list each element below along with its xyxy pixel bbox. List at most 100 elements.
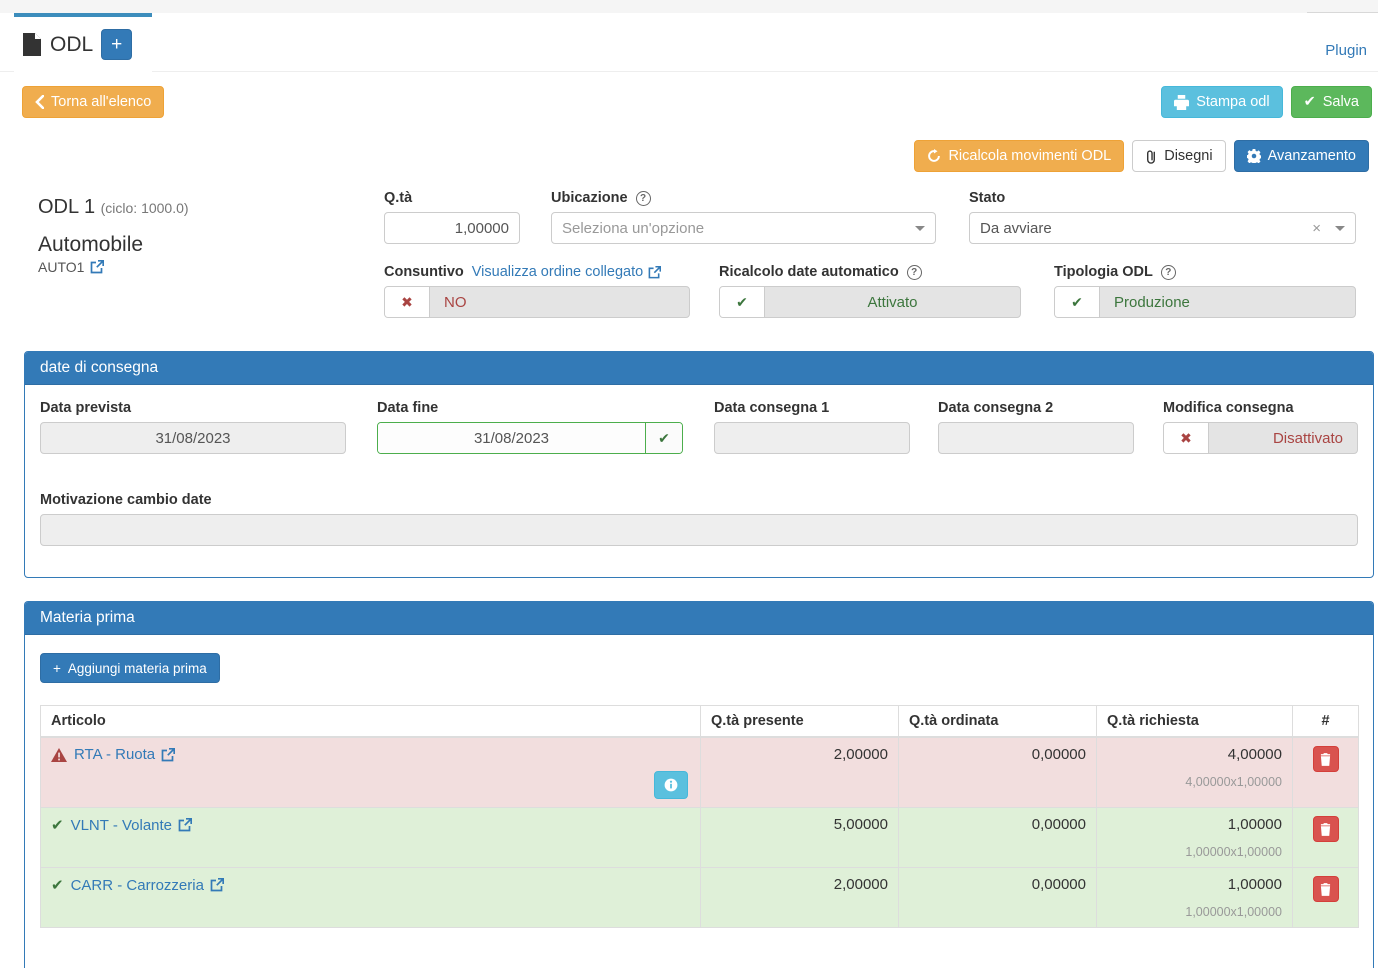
ubicazione-select[interactable]: Seleziona un'opzione [551, 212, 936, 244]
tipologia-label: Tipologia ODL [1054, 264, 1153, 280]
odl-form: ODL 1 (ciclo: 1000.0) Automobile AUTO1 Q… [0, 190, 1378, 337]
data-prevista-label: Data prevista [40, 400, 132, 416]
stato-select[interactable]: Da avviare × [969, 212, 1356, 244]
materia-prima-title: Materia prima [25, 602, 1373, 635]
ubicazione-label: Ubicazione [551, 190, 628, 206]
print-odl-button[interactable]: Stampa odl [1161, 86, 1283, 118]
help-icon: ? [906, 264, 922, 280]
article-label: VLNT - Volante [70, 816, 173, 834]
qta-presente-value: 2,00000 [833, 746, 888, 763]
recalc-movements-button[interactable]: Ricalcola movimenti ODL [914, 140, 1125, 172]
qta-label: Q.tà [384, 190, 413, 206]
delete-row-button[interactable] [1312, 816, 1339, 842]
save-label: Salva [1322, 94, 1359, 110]
check-icon: ✔ [1303, 94, 1316, 110]
field-stato: Stato Da avviare × [969, 190, 1356, 244]
back-to-list-button[interactable]: Torna all'elenco [22, 86, 165, 118]
data-consegna-2-label: Data consegna 2 [938, 400, 1054, 416]
help-icon: ? [635, 190, 651, 206]
delete-row-button[interactable] [1312, 746, 1339, 772]
help-icon: ? [1160, 264, 1176, 280]
tab-bar: ODL + Plugin [0, 13, 1378, 72]
modifica-consegna-label: Modifica consegna [1163, 400, 1294, 416]
gear-icon [1246, 149, 1261, 163]
table-header-row: Articolo Q.tà presente Q.tà ordinata Q.t… [40, 705, 1359, 738]
clear-icon[interactable]: × [1312, 219, 1321, 237]
article-label: CARR - Carrozzeria [70, 876, 204, 894]
tab-odl[interactable]: ODL + [14, 13, 152, 72]
back-to-list-label: Torna all'elenco [51, 94, 152, 110]
ricalcolo-label: Ricalcolo date automatico [719, 264, 899, 280]
data-fine-label: Data fine [377, 400, 439, 416]
field-data-consegna-2: Data consegna 2 [938, 400, 1134, 454]
progress-button[interactable]: Avanzamento [1233, 140, 1369, 172]
cross-icon: ✖ [385, 287, 430, 317]
qta-richiesta-detail: 1,00000x1,00000 [1185, 845, 1282, 859]
stato-value: Da avviare [980, 219, 1052, 237]
order-product: Automobile [38, 233, 144, 256]
add-materia-prima-label: Aggiungi materia prima [67, 660, 207, 676]
data-consegna-2-input[interactable] [938, 422, 1134, 454]
document-icon [22, 33, 42, 56]
article-label: RTA - Ruota [74, 746, 156, 763]
refresh-icon [927, 149, 941, 163]
article-link[interactable]: CARR - Carrozzeria [71, 877, 224, 894]
modifica-consegna-toggle[interactable]: ✖ Disattivato [1163, 422, 1358, 454]
toolbar-row-1: Torna all'elenco Stampa odl ✔ Salva [22, 86, 1372, 118]
field-data-fine: Data fine 31/08/2023 ✔ [377, 400, 683, 454]
qta-richiesta-detail: 4,00000x1,00000 [1185, 775, 1282, 789]
qta-ordinata-value: 0,00000 [1031, 746, 1086, 763]
field-modifica-consegna: Modifica consegna ✖ Disattivato [1163, 400, 1358, 454]
col-qta-richiesta: Q.tà richiesta [1096, 705, 1293, 738]
chevron-down-icon [915, 225, 925, 231]
article-link[interactable]: RTA - Ruota [74, 746, 176, 763]
data-fine-input[interactable]: 31/08/2023 ✔ [377, 422, 683, 454]
col-qta-presente: Q.tà presente [700, 705, 899, 738]
top-strip [0, 0, 1378, 13]
ricalcolo-state: Attivato [867, 293, 918, 311]
view-linked-order-label: Visualizza ordine collegato [471, 264, 644, 280]
external-link-icon [210, 878, 224, 892]
check-icon: ✔ [720, 287, 765, 317]
consuntivo-toggle[interactable]: ✖ NO [384, 286, 690, 318]
qta-presente-value: 5,00000 [833, 816, 888, 833]
ricalcolo-toggle[interactable]: ✔ Attivato [719, 286, 1021, 318]
modifica-consegna-state: Disattivato [1272, 429, 1343, 447]
view-linked-order-link[interactable]: Visualizza ordine collegato [471, 264, 662, 280]
motivazione-input[interactable] [40, 514, 1358, 546]
cross-icon: ✖ [1164, 423, 1209, 453]
consuntivo-label: Consuntivo [384, 264, 464, 280]
order-title: ODL 1 [38, 196, 96, 218]
article-link[interactable]: VLNT - Volante [70, 816, 193, 834]
printer-icon [1174, 94, 1190, 110]
col-articolo: Articolo [40, 705, 701, 738]
tipologia-state: Produzione [1114, 293, 1190, 311]
save-button[interactable]: ✔ Salva [1290, 86, 1372, 118]
field-data-prevista: Data prevista [40, 400, 346, 454]
order-external-link-icon[interactable] [90, 260, 105, 274]
field-motivazione: Motivazione cambio date [40, 492, 1358, 562]
check-icon: ✔ [1055, 287, 1100, 317]
tipologia-toggle[interactable]: ✔ Produzione [1054, 286, 1356, 318]
motivazione-label: Motivazione cambio date [40, 492, 212, 508]
tab-odl-label: ODL [50, 32, 94, 56]
add-materia-prima-button[interactable]: + Aggiungi materia prima [40, 653, 220, 683]
data-consegna-1-label: Data consegna 1 [714, 400, 830, 416]
toolbar-row-2: Ricalcola movimenti ODL Disegni Avanzame… [22, 140, 1369, 172]
recalc-movements-label: Ricalcola movimenti ODL [948, 148, 1112, 164]
add-odl-button[interactable]: + [101, 29, 133, 60]
qta-presente-value: 2,00000 [833, 876, 888, 893]
qta-richiesta-value: 1,00000 [1227, 816, 1282, 833]
qta-input[interactable] [384, 212, 520, 244]
drawings-button[interactable]: Disegni [1132, 140, 1226, 172]
field-ricalcolo-date: Ricalcolo date automatico ? ✔ Attivato [719, 264, 1021, 318]
info-button[interactable] [654, 771, 688, 799]
delete-row-button[interactable] [1312, 876, 1339, 902]
plugin-link[interactable]: Plugin [1325, 42, 1367, 59]
data-consegna-1-input[interactable] [714, 422, 910, 454]
ubicazione-placeholder: Seleziona un'opzione [562, 219, 705, 237]
order-code: AUTO1 [38, 259, 85, 275]
field-data-consegna-1: Data consegna 1 [714, 400, 910, 454]
field-qta: Q.tà [384, 190, 520, 244]
paperclip-icon [1145, 149, 1157, 164]
